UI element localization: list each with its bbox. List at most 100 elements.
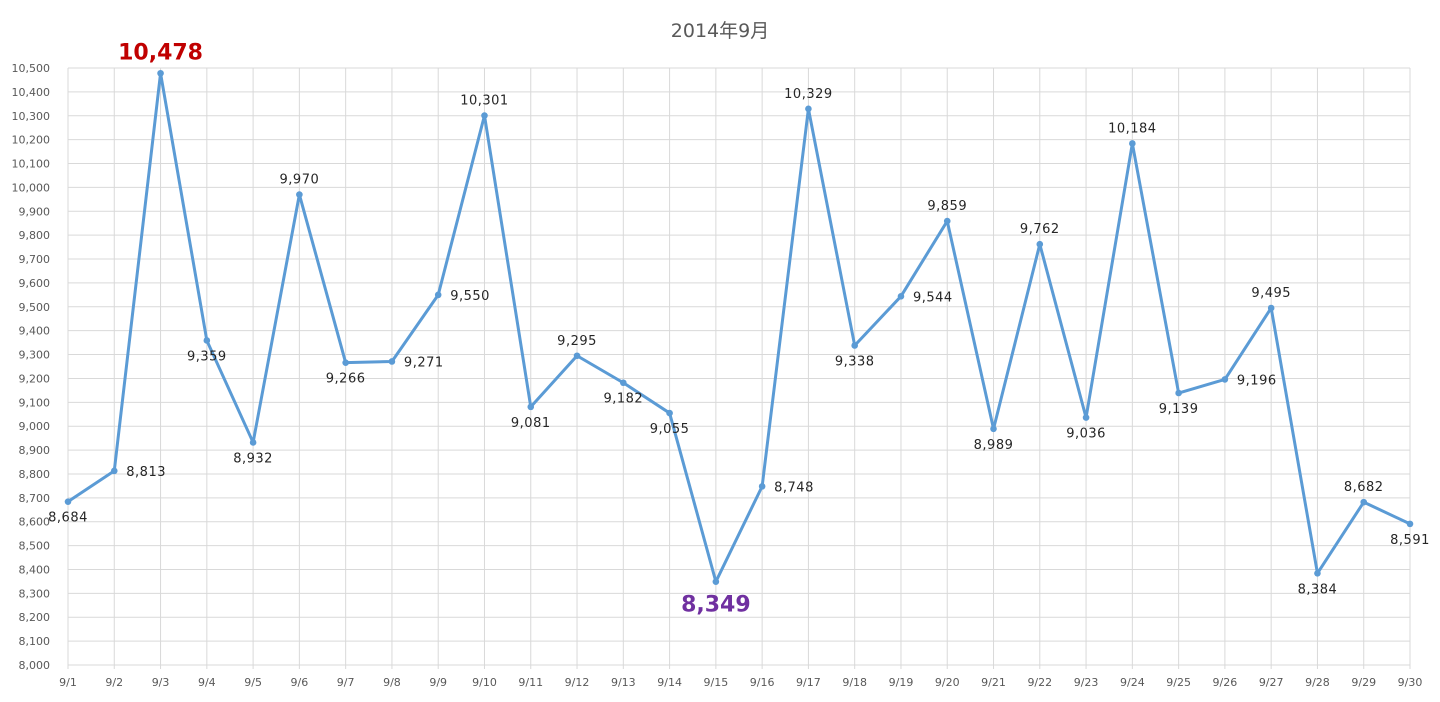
data-point <box>64 498 72 505</box>
data-point <box>1406 520 1414 528</box>
y-tick-label: 8,100 <box>19 635 51 648</box>
data-point <box>573 352 581 360</box>
data-point <box>1267 304 1275 312</box>
x-tick-label: 9/15 <box>704 676 729 689</box>
y-tick-label: 10,300 <box>12 110 51 123</box>
y-tick-label: 9,000 <box>19 420 51 433</box>
x-tick-label: 9/29 <box>1351 676 1376 689</box>
x-tick-label: 9/13 <box>611 676 636 689</box>
x-tick-label: 9/7 <box>337 676 355 689</box>
chart-title: 2014年9月 <box>670 20 770 42</box>
data-label: 10,184 <box>1108 121 1157 136</box>
data-point <box>110 467 118 475</box>
data-label: 10,329 <box>784 87 833 102</box>
data-point <box>758 483 766 490</box>
x-tick-label: 9/18 <box>842 676 867 689</box>
y-tick-label: 9,600 <box>19 277 51 290</box>
data-point <box>1314 570 1321 577</box>
x-tick-label: 9/12 <box>565 676 590 689</box>
y-tick-label: 9,700 <box>19 253 51 266</box>
x-tick-label: 9/24 <box>1120 676 1145 689</box>
y-tick-label: 9,200 <box>19 372 51 385</box>
x-tick-label: 9/27 <box>1259 676 1284 689</box>
y-tick-label: 8,700 <box>19 492 51 505</box>
data-label: 9,970 <box>280 173 320 188</box>
data-point <box>943 217 951 225</box>
data-label: 8,384 <box>1298 582 1338 597</box>
x-tick-label: 9/14 <box>657 676 682 689</box>
y-tick-label: 8,600 <box>19 516 51 529</box>
x-tick-label: 9/11 <box>518 676 543 689</box>
y-tick-label: 10,100 <box>12 158 51 171</box>
data-label: 8,591 <box>1390 533 1430 548</box>
data-label: 9,859 <box>927 199 967 214</box>
data-label: 9,495 <box>1251 286 1291 301</box>
data-label: 9,544 <box>913 290 953 305</box>
x-tick-label: 9/30 <box>1398 676 1423 689</box>
y-tick-label: 8,800 <box>19 468 51 481</box>
x-tick-label: 9/6 <box>291 676 309 689</box>
data-point <box>805 105 812 113</box>
data-label: 8,682 <box>1344 480 1384 495</box>
y-tick-label: 10,200 <box>12 134 51 147</box>
x-tick-label: 9/21 <box>981 676 1006 689</box>
data-label: 9,139 <box>1159 402 1199 417</box>
data-label: 9,762 <box>1020 222 1060 237</box>
data-label: 8,684 <box>48 511 88 526</box>
data-point <box>1082 414 1090 421</box>
data-label: 9,338 <box>835 354 875 369</box>
x-tick-label: 9/23 <box>1074 676 1099 689</box>
x-tick-label: 9/2 <box>105 676 123 689</box>
data-point <box>342 359 349 366</box>
data-label: 9,196 <box>1237 373 1277 388</box>
data-label: 9,055 <box>650 422 690 437</box>
x-tick-label: 9/17 <box>796 676 821 689</box>
data-point <box>1175 389 1182 397</box>
y-tick-label: 8,400 <box>19 563 51 576</box>
data-point <box>620 379 627 387</box>
data-point <box>1129 140 1136 147</box>
y-tick-label: 9,900 <box>19 205 51 218</box>
y-tick-label: 9,400 <box>19 325 51 338</box>
y-tick-label: 8,500 <box>19 540 51 553</box>
y-tick-label: 9,100 <box>19 396 51 409</box>
data-label: 9,266 <box>326 372 366 387</box>
x-tick-label: 9/5 <box>244 676 262 689</box>
data-label: 9,081 <box>511 416 551 431</box>
y-tick-label: 8,300 <box>19 587 51 600</box>
x-tick-label: 9/19 <box>889 676 914 689</box>
y-tick-label: 8,200 <box>19 611 51 624</box>
data-point <box>527 403 535 411</box>
data-point <box>388 358 396 365</box>
data-label: 8,813 <box>126 465 166 480</box>
series-line <box>67 71 1411 584</box>
y-tick-label: 9,500 <box>19 301 51 314</box>
data-label: 9,295 <box>557 334 597 349</box>
x-tick-label: 9/8 <box>383 676 401 689</box>
data-point <box>712 578 720 585</box>
data-point <box>897 292 905 300</box>
data-label: 9,359 <box>187 349 227 364</box>
data-point <box>249 439 257 446</box>
data-label: 8,932 <box>233 451 273 466</box>
data-point <box>990 425 997 433</box>
min-value-label: 8,349 <box>681 593 751 618</box>
data-point <box>1036 240 1044 248</box>
y-tick-label: 10,500 <box>12 62 51 75</box>
y-tick-label: 9,300 <box>19 349 51 362</box>
data-point <box>1221 376 1229 383</box>
data-label: 9,550 <box>450 289 490 304</box>
data-point <box>203 337 211 344</box>
max-value-label: 10,478 <box>118 40 203 65</box>
data-label: 9,271 <box>404 355 444 370</box>
data-point <box>434 291 442 299</box>
x-tick-label: 9/9 <box>429 676 447 689</box>
x-tick-label: 9/10 <box>472 676 497 689</box>
y-tick-label: 9,800 <box>19 229 51 242</box>
x-tick-label: 9/4 <box>198 676 216 689</box>
data-point <box>666 409 673 417</box>
x-tick-label: 9/22 <box>1027 676 1052 689</box>
x-tick-label: 9/20 <box>935 676 960 689</box>
